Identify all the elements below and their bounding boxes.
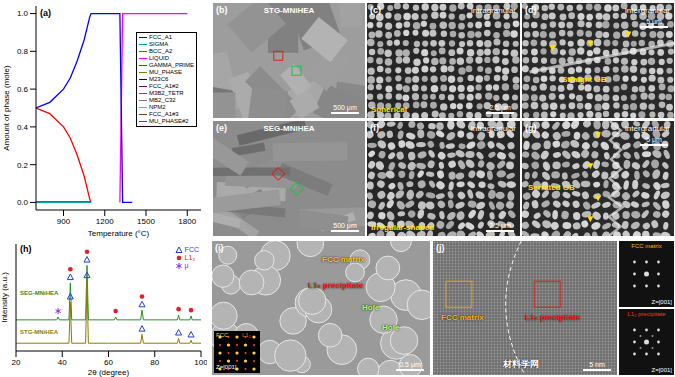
html-text:(e): (e) <box>216 123 227 133</box>
html-text:Straight GB: Straight GB <box>562 75 607 84</box>
html-text:FCC matrix: FCC matrix <box>441 313 484 322</box>
html-text:Hole: Hole <box>362 303 380 312</box>
html-text:FCC_A1#2: FCC_A1#2 <box>149 83 179 89</box>
svg-text:40: 40 <box>58 358 67 367</box>
svg-text:Intensity (a.u.): Intensity (a.u.) <box>0 272 9 323</box>
html-text:5 μm: 5 μm <box>646 18 662 25</box>
html-text:L1₂ precipitate: L1₂ precipitate <box>308 281 364 290</box>
svg-text:2θ (degree): 2θ (degree) <box>88 368 130 377</box>
html-text:FCC matrix: FCC matrix <box>322 255 365 264</box>
svg-text:60: 60 <box>104 358 113 367</box>
svg-text:20: 20 <box>12 358 21 367</box>
html-text:(i): (i) <box>215 243 224 253</box>
html-text:L1₂ precipitate: L1₂ precipitate <box>525 313 581 322</box>
svg-text:1800: 1800 <box>178 217 196 226</box>
html-text:FCC: FCC <box>216 332 229 338</box>
html-text:0.5 μm: 0.5 μm <box>399 361 421 368</box>
html-text:STG-MNiHEA: STG-MNiHEA <box>20 329 58 335</box>
html-text:(j): (j) <box>436 243 445 253</box>
svg-text:80: 80 <box>150 358 159 367</box>
html-text:Intergranular: Intergranular <box>624 6 670 15</box>
html-text:FCC_A1: FCC_A1 <box>149 34 172 40</box>
html-text:材料学网: 材料学网 <box>503 359 539 369</box>
svg-text:1200: 1200 <box>96 217 114 226</box>
html-text:BCC_A2: BCC_A2 <box>149 48 173 54</box>
html-text:SEG-MNiHEA: SEG-MNiHEA <box>20 290 59 296</box>
html-text:μ: μ <box>184 262 189 269</box>
svg-text:0.4: 0.4 <box>17 123 29 132</box>
html-text:(a): (a) <box>40 8 51 18</box>
html-text:(f): (f) <box>370 123 379 133</box>
svg-text:0.0: 0.0 <box>17 198 29 207</box>
html-text:(b): (b) <box>216 5 228 15</box>
html-text:Intragranular: Intragranular <box>470 124 516 133</box>
svg-text:Temperature (°C): Temperature (°C) <box>88 229 150 238</box>
html-text:STG-MNiHEA: STG-MNiHEA <box>263 6 315 15</box>
html-text:Spherical: Spherical <box>371 105 407 114</box>
html-text:L1₂ precipitate: L1₂ precipitate <box>627 311 666 317</box>
html-text:NPM2: NPM2 <box>149 104 166 110</box>
html-text:5 nm: 5 nm <box>589 361 605 368</box>
html-text:L1₂: L1₂ <box>242 332 251 338</box>
svg-text:1500: 1500 <box>137 217 155 226</box>
html-text:Hole: Hole <box>382 323 400 332</box>
svg-text:1.0: 1.0 <box>17 9 29 18</box>
html-text:Serrated GB: Serrated GB <box>528 183 575 192</box>
html-text:M23C6: M23C6 <box>149 76 169 82</box>
html-text:FCC: FCC <box>184 246 199 253</box>
html-text:5 μm: 5 μm <box>646 136 662 143</box>
html-text:SIGMA: SIGMA <box>149 41 169 47</box>
html-text:Intergranular: Intergranular <box>624 124 670 133</box>
svg-text:900: 900 <box>57 217 71 226</box>
html-text:(h): (h) <box>20 244 32 254</box>
html-text:Z=[001]: Z=[001] <box>651 367 672 373</box>
html-text:2.5 μm: 2.5 μm <box>489 104 511 111</box>
html-text:SEG-MNiHEA: SEG-MNiHEA <box>263 124 315 133</box>
html-text:M3B2_TETR: M3B2_TETR <box>149 90 184 96</box>
html-text:LIQUID: LIQUID <box>149 55 169 61</box>
html-text:GAMMA_PRIME: GAMMA_PRIME <box>149 62 194 68</box>
html-text:Z=[001]: Z=[001] <box>216 364 237 370</box>
html-text:FCC matrix: FCC matrix <box>631 243 662 249</box>
html-text:FCC_A1#3: FCC_A1#3 <box>149 111 179 117</box>
html-text:L1₂: L1₂ <box>184 254 196 261</box>
svg-text:0.8: 0.8 <box>17 47 29 56</box>
html-text:Irregular-shaped: Irregular-shaped <box>371 223 435 232</box>
html-text:Intragranular: Intragranular <box>470 6 516 15</box>
html-text:(d): (d) <box>525 5 537 15</box>
html-text:(c): (c) <box>370 5 381 15</box>
svg-text:0.6: 0.6 <box>17 85 29 94</box>
svg-text:Amount of phase (mole): Amount of phase (mole) <box>2 65 11 151</box>
html-text:2.5 μm: 2.5 μm <box>489 222 511 229</box>
html-text:Z=[001]: Z=[001] <box>651 299 672 305</box>
html-text:500 μm: 500 μm <box>333 222 357 229</box>
html-text:MU_PHASE#2: MU_PHASE#2 <box>149 118 189 124</box>
svg-text:100: 100 <box>194 358 207 367</box>
html-text:MB2_C32: MB2_C32 <box>149 97 176 103</box>
html-text:(g): (g) <box>525 123 537 133</box>
html-text:MU_PHASE: MU_PHASE <box>149 69 182 75</box>
html-text:500 μm: 500 μm <box>333 104 357 111</box>
svg-text:0.2: 0.2 <box>17 161 29 170</box>
